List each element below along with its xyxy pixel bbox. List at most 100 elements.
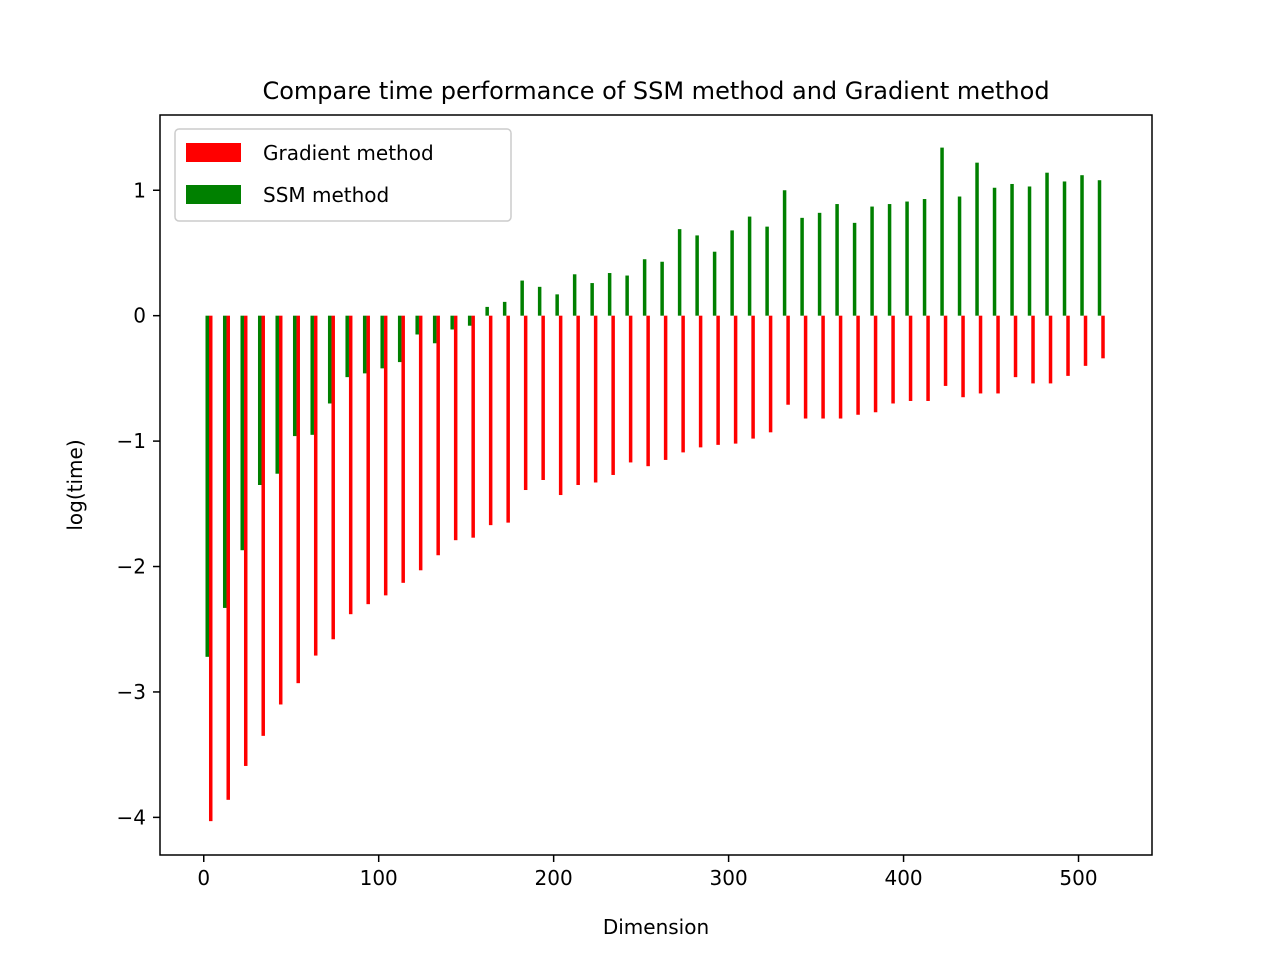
bar-gradient-method-33 (786, 315, 790, 405)
bar-gradient-method-3 (261, 315, 265, 736)
bar-ssm-method-8 (345, 315, 349, 378)
bar-ssm-method-47 (1027, 186, 1032, 316)
bar-ssm-method-13 (432, 315, 437, 344)
bar-gradient-method-16 (488, 315, 493, 526)
bar-gradient-method-7 (331, 315, 335, 640)
bar-ssm-method-22 (590, 283, 594, 316)
y-tick-label: −2 (117, 555, 146, 579)
bar-ssm-method-38 (870, 206, 874, 316)
x-tick-label: 0 (197, 866, 210, 890)
x-axis-label: Dimension (603, 915, 709, 939)
bar-ssm-method-14 (450, 315, 454, 330)
bar-ssm-method-19 (537, 286, 542, 316)
bar-gradient-method-46 (1013, 315, 1018, 378)
bar-ssm-method-2 (240, 315, 244, 551)
bar-ssm-method-17 (502, 301, 507, 316)
bar-gradient-method-2 (243, 315, 248, 766)
bar-ssm-method-45 (992, 187, 997, 316)
bar-gradient-method-18 (523, 315, 528, 491)
bar-gradient-method-20 (558, 315, 563, 496)
bar-ssm-method-18 (520, 280, 524, 316)
bar-gradient-method-28 (698, 315, 703, 448)
bar-gradient-method-39 (891, 315, 895, 404)
legend-swatch-gradient (186, 143, 241, 162)
plot-frame (159, 114, 1153, 856)
bar-gradient-method-24 (628, 315, 633, 463)
bar-ssm-method-10 (380, 315, 384, 369)
y-tick-label: −4 (117, 805, 146, 829)
x-tick-label: 100 (360, 866, 398, 890)
legend-label-ssm: SSM method (263, 183, 389, 207)
bar-ssm-method-25 (642, 259, 647, 316)
y-axis-ticks: −4 −3 −2 −1 0 1 (117, 178, 160, 829)
bar-gradient-method-30 (733, 315, 738, 444)
x-tick-label: 200 (535, 866, 573, 890)
bar-gradient-method-11 (401, 315, 405, 583)
y-tick-label: 1 (133, 178, 146, 202)
bar-gradient-method-36 (838, 315, 843, 419)
bar-ssm-method-23 (607, 273, 612, 316)
bar-gradient-method-17 (506, 315, 510, 523)
bar-gradient-method-48 (1048, 315, 1053, 384)
legend-swatch-ssm (186, 185, 241, 204)
bar-ssm-method-9 (362, 315, 367, 374)
bar-gradient-method-34 (803, 315, 808, 419)
bar-gradient-method-14 (453, 315, 458, 541)
bar-gradient-method-4 (278, 315, 283, 705)
bar-ssm-method-48 (1045, 172, 1049, 316)
bar-ssm-method-33 (782, 190, 787, 316)
bar-ssm-method-41 (922, 199, 927, 316)
bar-ssm-method-16 (485, 306, 489, 316)
bar-ssm-method-6 (310, 315, 314, 435)
bar-ssm-method-7 (327, 315, 332, 404)
bar-gradient-method-25 (646, 315, 650, 467)
bar-ssm-method-3 (257, 315, 262, 485)
bar-gradient-method-19 (541, 315, 545, 480)
bar-ssm-method-21 (572, 274, 577, 316)
bar-ssm-method-0 (205, 315, 209, 657)
bar-gradient-method-1 (226, 315, 230, 800)
y-axis-label: log(time) (63, 439, 87, 530)
bar-gradient-method-32 (768, 315, 773, 433)
bar-gradient-method-47 (1031, 315, 1035, 384)
chart-title: Compare time performance of SSM method a… (262, 77, 1049, 105)
bar-gradient-method-13 (436, 315, 440, 556)
bar-gradient-method-10 (383, 315, 388, 596)
bar-ssm-method-35 (817, 212, 822, 316)
bar-gradient-method-0 (208, 315, 213, 822)
bar-ssm-method-5 (292, 315, 297, 437)
bar-ssm-method-44 (975, 162, 979, 316)
bar-gradient-method-23 (611, 315, 615, 475)
bar-gradient-method-9 (366, 315, 370, 605)
bar-gradient-method-49 (1066, 315, 1070, 376)
x-tick-label: 500 (1059, 866, 1097, 890)
legend-frame (174, 128, 512, 222)
bar-ssm-method-26 (660, 261, 664, 316)
bar-ssm-method-43 (957, 196, 962, 316)
bar-gradient-method-5 (296, 315, 300, 684)
bar-gradient-method-15 (471, 315, 475, 538)
bar-ssm-method-15 (467, 315, 472, 326)
bar-gradient-method-21 (576, 315, 580, 485)
bar-ssm-method-50 (1080, 175, 1084, 316)
x-axis-ticks: 0 100 200 300 400 500 (197, 855, 1098, 890)
bar-gradient-method-12 (418, 315, 423, 571)
bar-ssm-method-11 (397, 315, 402, 363)
bar-ssm-method-29 (712, 251, 717, 316)
y-tick-label: −3 (117, 680, 146, 704)
bar-ssm-method-34 (800, 217, 804, 316)
bar-gradient-method-37 (856, 315, 860, 415)
y-tick-label: −1 (117, 429, 146, 453)
bar-ssm-method-42 (940, 147, 944, 316)
bar-gradient-method-38 (873, 315, 878, 413)
bar-gradient-method-43 (961, 315, 965, 398)
bar-gradient-method-42 (943, 315, 948, 386)
bar-ssm-method-39 (887, 204, 892, 316)
y-tick-label: 0 (133, 304, 146, 328)
bar-ssm-method-37 (852, 222, 857, 316)
bar-gradient-method-40 (908, 315, 913, 401)
bar-ssm-method-4 (275, 315, 279, 474)
bar-gradient-method-6 (313, 315, 318, 656)
bar-ssm-method-27 (677, 229, 682, 316)
